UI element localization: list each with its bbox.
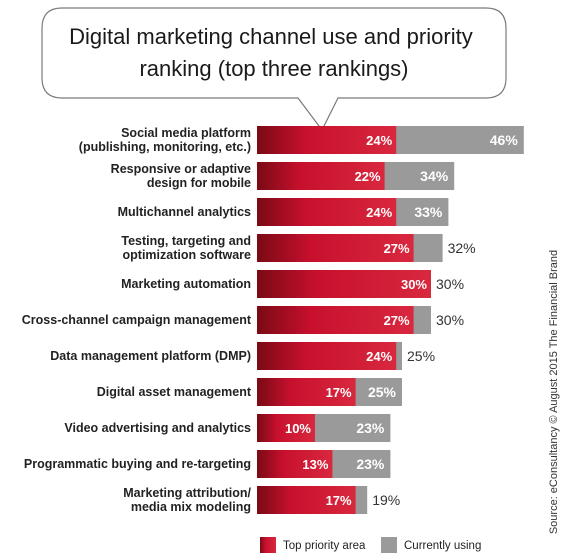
value-label-top-priority: 24% <box>366 205 392 220</box>
value-label-currently-using: 32% <box>448 240 476 256</box>
category-label: Testing, targeting and optimization softw… <box>121 234 251 262</box>
category-label: Data management platform (DMP) <box>50 349 251 363</box>
value-label-currently-using: 23% <box>356 456 385 472</box>
bars-layer: 24% 46% 22% 34% 24% 33% 27% 32% 30% 30% 27% 30% 24% 2… <box>257 126 524 514</box>
value-label-currently-using: 34% <box>420 168 449 184</box>
bar-top-priority <box>257 342 397 370</box>
value-label-top-priority: 13% <box>302 457 328 472</box>
bar-top-priority <box>257 378 356 406</box>
category-label: Cross-channel campaign management <box>22 313 252 327</box>
bar-top-priority <box>257 162 385 190</box>
source-credit: Source: eConsultancy © August 2015 The F… <box>548 250 560 534</box>
legend-label-currently-using: Currently using <box>404 540 481 552</box>
value-label-currently-using: 25% <box>368 384 397 400</box>
bar-top-priority <box>257 486 356 514</box>
title-bubble-shape <box>41 7 507 132</box>
chart-title-line-2: ranking (top three rankings) <box>139 56 408 81</box>
legend-label-top-priority: Top priority area <box>283 540 366 552</box>
bar-top-priority <box>257 270 431 298</box>
title-bubble: Digital marketing channel use and priori… <box>41 7 507 132</box>
category-label: Digital asset management <box>97 385 252 399</box>
value-label-top-priority: 17% <box>326 493 352 508</box>
category-label: Multichannel analytics <box>118 205 251 219</box>
chart-title: Digital marketing channel use and priori… <box>69 24 479 81</box>
bar-top-priority <box>257 450 333 478</box>
value-label-top-priority: 30% <box>401 277 427 292</box>
bar-top-priority <box>257 198 397 226</box>
value-label-top-priority: 27% <box>384 241 410 256</box>
value-label-top-priority: 27% <box>384 313 410 328</box>
category-label: Programmatic buying and re-targeting <box>24 457 251 471</box>
legend-swatch-currently-using <box>381 537 397 553</box>
value-label-currently-using: 23% <box>356 420 385 436</box>
category-label: Video advertising and analytics <box>64 421 251 435</box>
value-label-top-priority: 24% <box>366 133 392 148</box>
value-label-currently-using: 30% <box>436 276 464 292</box>
value-label-top-priority: 17% <box>326 385 352 400</box>
category-label: Marketing automation <box>121 277 251 291</box>
value-label-top-priority: 24% <box>366 349 392 364</box>
legend-swatch-top-priority <box>260 537 276 553</box>
value-label-currently-using: 33% <box>414 204 443 220</box>
category-labels: Social media platform (publishing, monito… <box>22 126 252 514</box>
category-label: Responsive or adaptive design for mobile <box>111 162 251 190</box>
bar-top-priority <box>257 234 414 262</box>
value-label-top-priority: 10% <box>285 421 311 436</box>
category-label: Marketing attribution/media mix modeling <box>123 486 251 514</box>
value-label-top-priority: 22% <box>355 169 381 184</box>
bar-top-priority <box>257 126 397 154</box>
value-label-currently-using: 25% <box>407 348 435 364</box>
bar-top-priority <box>257 414 315 442</box>
value-label-currently-using: 19% <box>372 492 400 508</box>
value-label-currently-using: 30% <box>436 312 464 328</box>
value-label-currently-using: 46% <box>490 132 519 148</box>
category-label: Social media platform (publishing, monito… <box>79 126 251 154</box>
legend: Top priority area Currently using <box>260 537 481 553</box>
bar-top-priority <box>257 306 414 334</box>
chart-title-line-1: Digital marketing channel use and priori… <box>69 24 473 49</box>
